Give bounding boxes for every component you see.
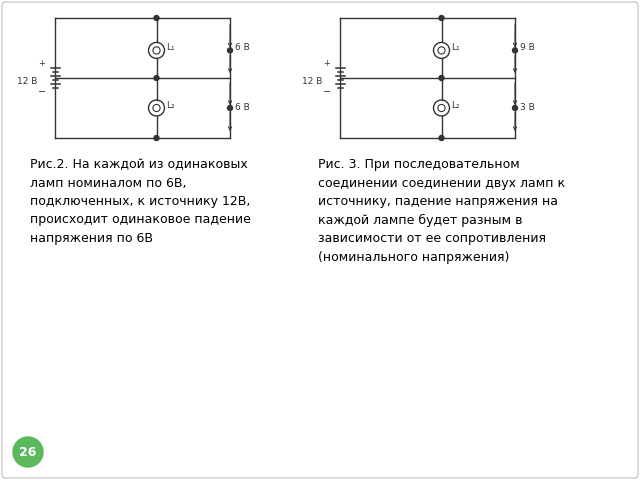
Text: −: − [323,87,331,97]
Circle shape [227,48,232,53]
Circle shape [154,15,159,21]
Text: 12 В: 12 В [302,76,322,85]
Text: 12 В: 12 В [17,76,37,85]
Circle shape [13,437,43,467]
Text: +: + [324,60,330,69]
Text: 3 В: 3 В [520,104,535,112]
Text: L₁: L₁ [451,43,460,52]
Text: +: + [38,60,45,69]
Circle shape [154,135,159,141]
Circle shape [439,75,444,81]
Text: L₂: L₂ [166,100,175,109]
Text: L₂: L₂ [451,100,460,109]
Circle shape [513,106,518,110]
Text: L₁: L₁ [166,43,175,52]
Text: 26: 26 [19,445,36,458]
Circle shape [154,75,159,81]
Text: 6 В: 6 В [235,104,250,112]
Circle shape [227,106,232,110]
Circle shape [513,48,518,53]
Text: −: − [38,87,46,97]
Text: 9 В: 9 В [520,44,535,52]
Circle shape [439,135,444,141]
Text: Рис.2. На каждой из одинаковых
ламп номиналом по 6В,
подключенных, к источнику 1: Рис.2. На каждой из одинаковых ламп номи… [30,158,251,245]
Text: Рис. 3. При последовательном
соединении соединении двух ламп к
источнику, падени: Рис. 3. При последовательном соединении … [318,158,565,264]
Text: 6 В: 6 В [235,44,250,52]
Circle shape [439,15,444,21]
